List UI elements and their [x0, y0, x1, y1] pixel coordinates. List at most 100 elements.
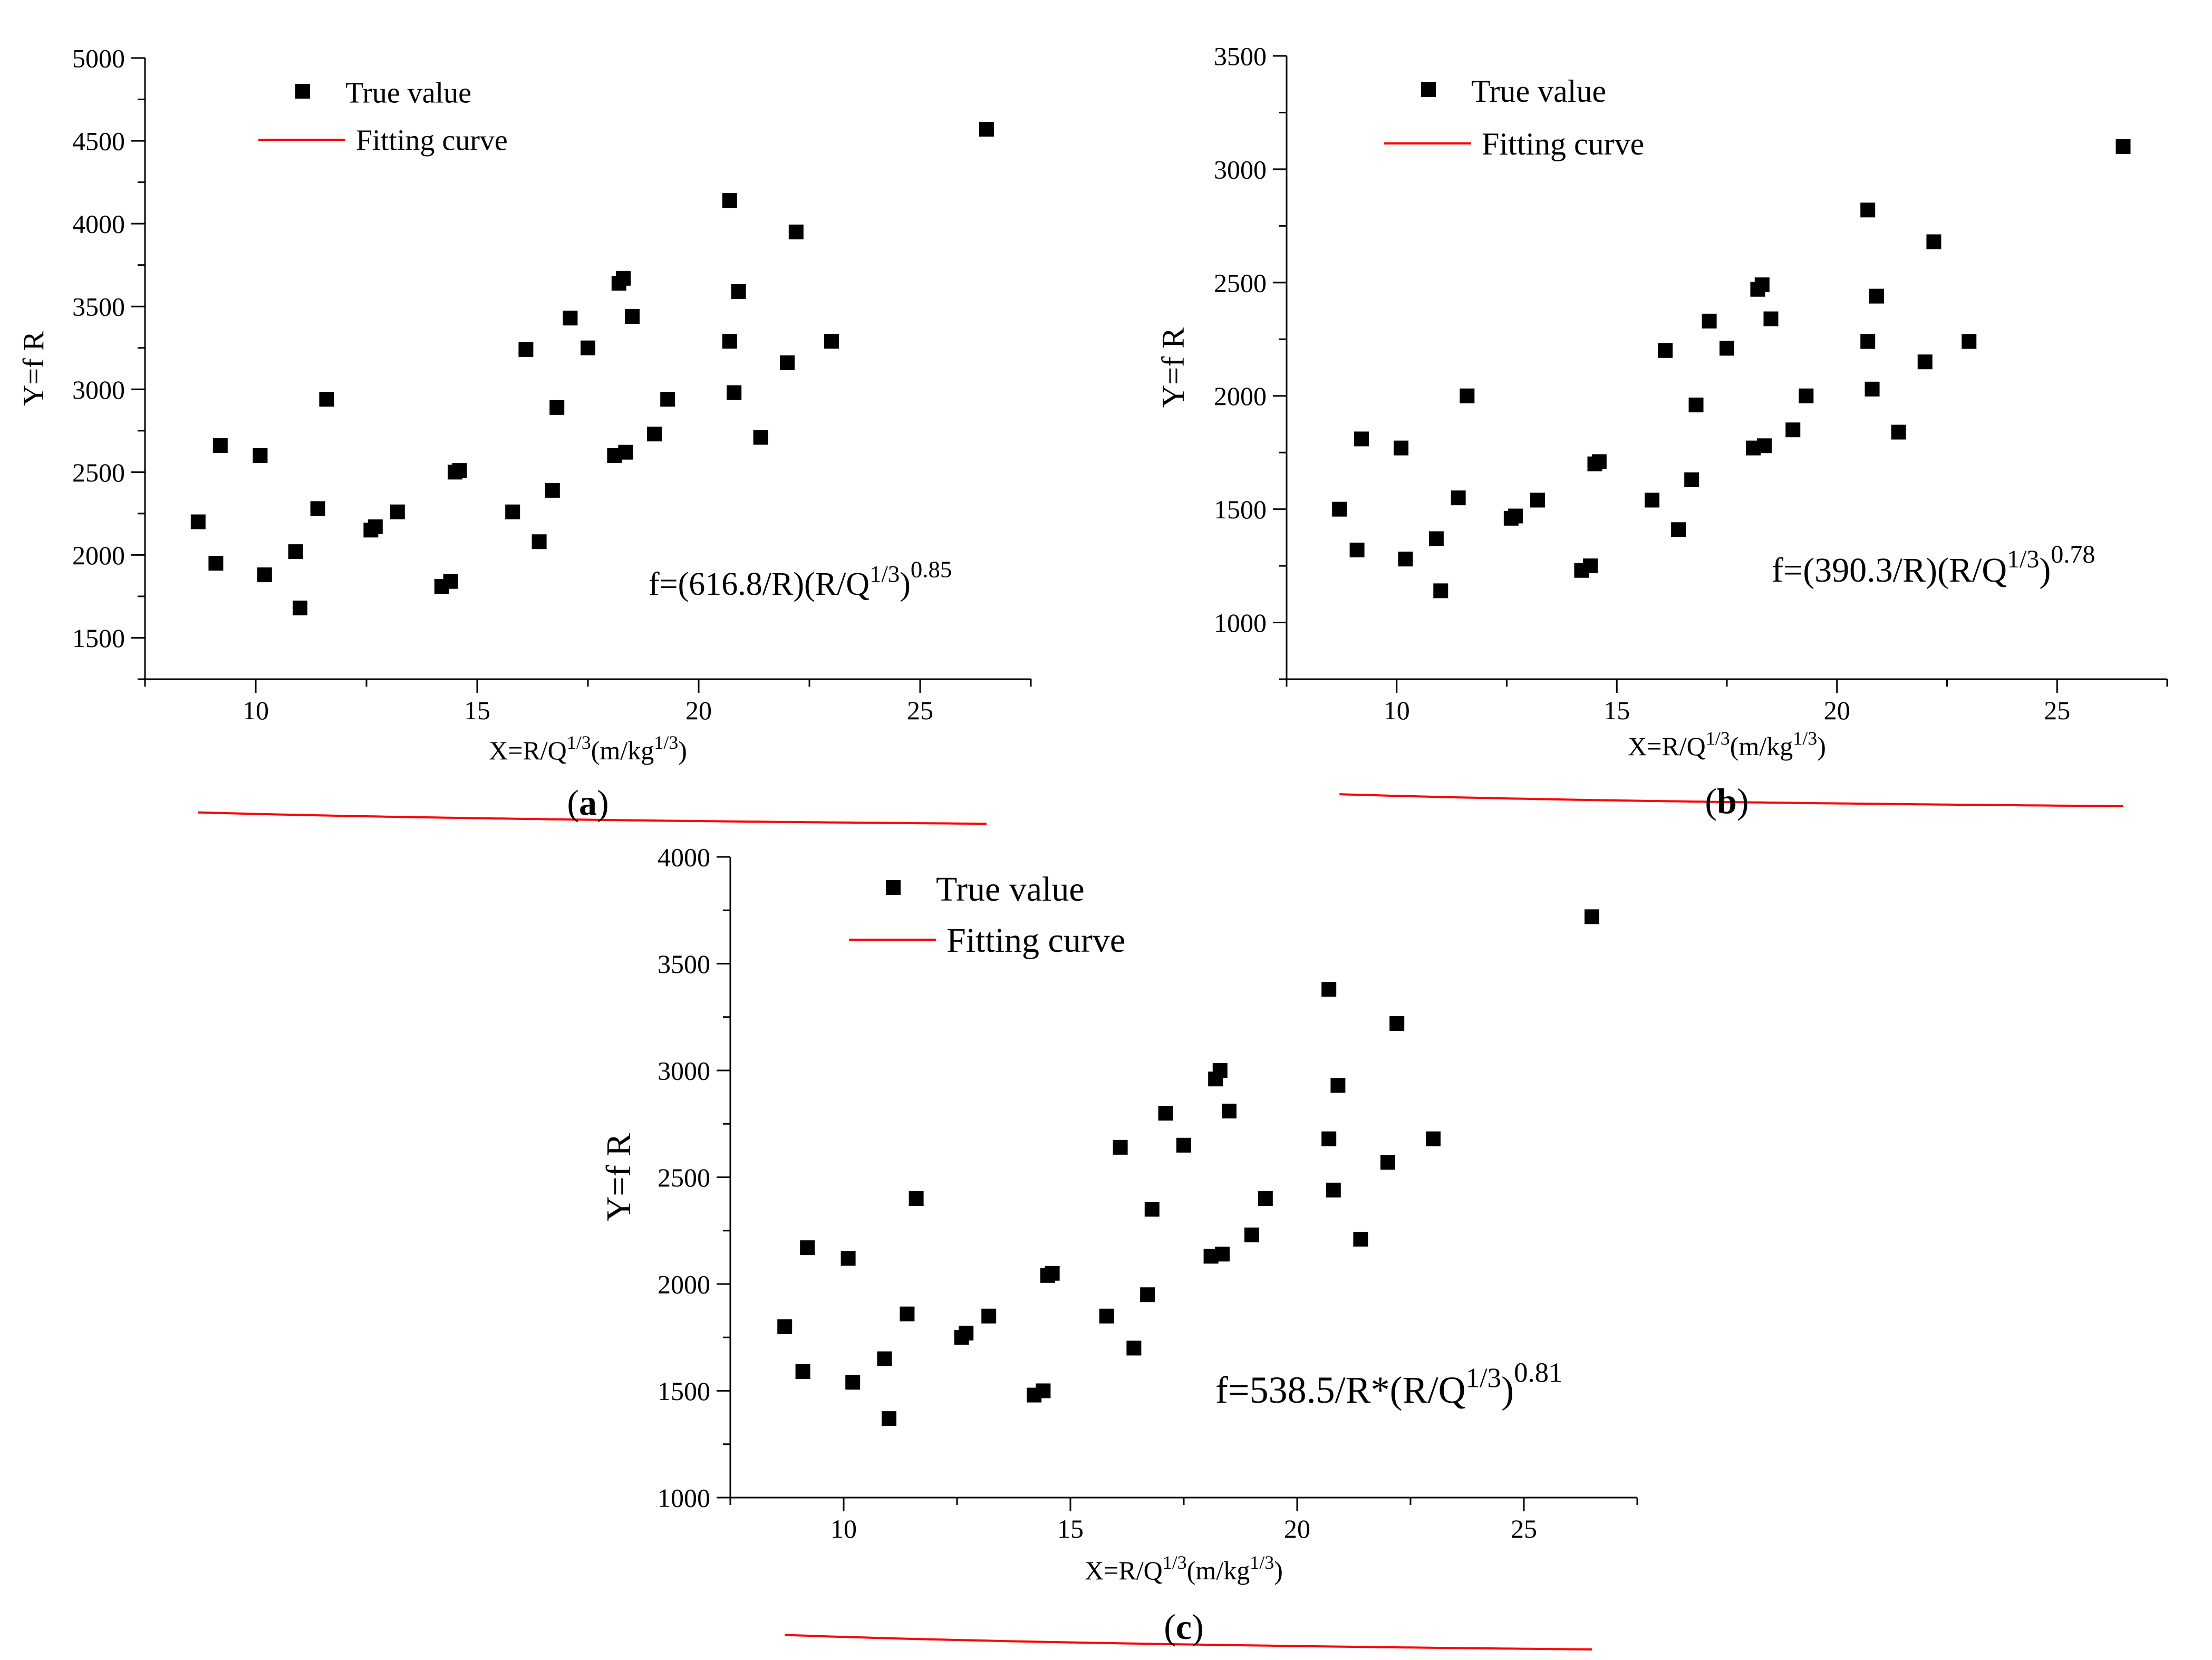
legend-true-value: True value: [345, 77, 471, 110]
data-point: [310, 501, 325, 516]
fitting-curve: [1339, 793, 2123, 807]
x-label-unit-sup: 1/3: [654, 732, 678, 753]
data-point: [1917, 354, 1933, 370]
data-point: [795, 1364, 810, 1379]
data-point: [253, 448, 268, 463]
y-tick-label: 2000: [1214, 381, 1267, 411]
y-axis-label: Y=f R: [1156, 327, 1191, 408]
data-point: [1428, 531, 1444, 546]
data-point: [1126, 1340, 1142, 1356]
data-point: [1036, 1383, 1051, 1398]
data-point: [882, 1411, 896, 1426]
caption-open: (: [1164, 1607, 1176, 1647]
legend-marker-icon: [1421, 82, 1436, 97]
x-tick-label: 10: [1384, 696, 1410, 725]
data-point: [660, 392, 675, 407]
data-point: [257, 567, 272, 583]
y-tick-label: 3000: [1214, 155, 1267, 184]
data-point: [581, 340, 595, 355]
legend-fitting-curve: Fitting curve: [1482, 127, 1644, 161]
data-point: [1212, 1063, 1228, 1078]
data-point: [443, 574, 458, 589]
caption-close: ): [1737, 781, 1749, 821]
y-tick-label: 3500: [1214, 42, 1267, 71]
data-point: [368, 519, 383, 534]
y-tick-label: 2500: [72, 458, 125, 487]
data-point: [563, 311, 578, 326]
x-tick-label: 25: [1511, 1514, 1537, 1543]
equation-exponent: 0.81: [1514, 1357, 1562, 1388]
x-axis-label: X=R/Q1/3(m/kg1/3): [1085, 1552, 1283, 1585]
data-point: [1258, 1191, 1273, 1206]
caption-open: (: [567, 783, 579, 823]
equation-main: f=538.5/R*(R/Q: [1215, 1369, 1466, 1411]
x-label-close: ): [678, 736, 687, 765]
y-tick-label: 3000: [72, 375, 125, 404]
fit-equation: f=538.5/R*(R/Q1/3)0.81: [1215, 1357, 1562, 1411]
data-point: [1321, 1131, 1337, 1146]
data-point: [1394, 440, 1409, 456]
data-point: [1349, 543, 1365, 558]
panel-c: 10 15 20 25 1000 1500 2000 2500 3000 3500 4000 True…: [600, 843, 1638, 1651]
y-tick-label: 4000: [72, 209, 125, 239]
data-point: [1380, 1155, 1395, 1170]
fit-equation: f=(390.3/R)(R/Q1/3)0.78: [1772, 541, 2095, 590]
fitting-curve: [785, 1634, 1592, 1651]
legend-true-value: True value: [1471, 74, 1606, 109]
data-point: [545, 482, 560, 498]
data-point: [1754, 277, 1770, 293]
data-point: [1763, 311, 1779, 326]
data-point: [981, 1308, 997, 1324]
x-label-unit-sup: 1/3: [1250, 1552, 1274, 1573]
data-point: [824, 334, 839, 349]
x-tick-label: 15: [1604, 696, 1630, 725]
equation-main: f=(616.8/R)(R/Q: [649, 566, 870, 602]
data-point: [1688, 397, 1704, 412]
data-point: [800, 1240, 815, 1256]
data-point: [1045, 1266, 1060, 1281]
data-point: [1222, 1103, 1237, 1118]
data-point: [1244, 1227, 1259, 1242]
y-tick-label: 4500: [72, 127, 125, 156]
data-point: [780, 355, 795, 371]
data-point: [1353, 1231, 1368, 1247]
y-axis-label: Y=f R: [600, 1133, 638, 1221]
y-tick-label: 1000: [658, 1483, 710, 1513]
x-tick-label: 20: [685, 696, 712, 725]
data-point: [208, 556, 224, 571]
data-point: [1869, 288, 1884, 304]
data-point: [1585, 909, 1599, 924]
equation-main: f=(390.3/R)(R/Q: [1772, 551, 2007, 590]
x-tick-label: 10: [830, 1514, 857, 1543]
data-point: [1389, 1016, 1405, 1031]
y-tick-label: 4000: [658, 843, 710, 872]
data-point: [618, 445, 633, 460]
data-point: [1684, 472, 1699, 487]
caption-letter: b: [1717, 781, 1737, 821]
panel-b: 10 15 20 25 1000 1500 2000 2500 3000 3500 True val…: [1156, 42, 2168, 821]
legend-fitting-curve: Fitting curve: [946, 921, 1125, 960]
data-point: [731, 284, 746, 299]
x-tick-label: 25: [907, 696, 933, 725]
y-tick-label: 2000: [72, 541, 125, 570]
data-point: [845, 1375, 861, 1390]
x-tick-label: 10: [243, 696, 269, 725]
data-point: [877, 1351, 892, 1366]
data-point: [788, 224, 804, 239]
data-point: [1176, 1137, 1191, 1153]
equation-sup: 1/3: [2007, 545, 2039, 573]
data-point: [979, 122, 994, 137]
data-point: [753, 430, 768, 445]
data-point: [1702, 313, 1717, 329]
data-point: [616, 271, 631, 286]
data-point: [777, 1319, 793, 1334]
equation-close: ): [1501, 1369, 1514, 1411]
legend-fitting-curve: Fitting curve: [356, 124, 508, 157]
data-point: [390, 504, 405, 519]
data-point: [1860, 334, 1876, 349]
x-label-main: X=R/Q: [1085, 1556, 1163, 1585]
x-label-main: X=R/Q: [1628, 731, 1706, 761]
data-point: [1785, 422, 1801, 438]
data-point: [1144, 1202, 1160, 1217]
data-point: [1398, 552, 1413, 567]
